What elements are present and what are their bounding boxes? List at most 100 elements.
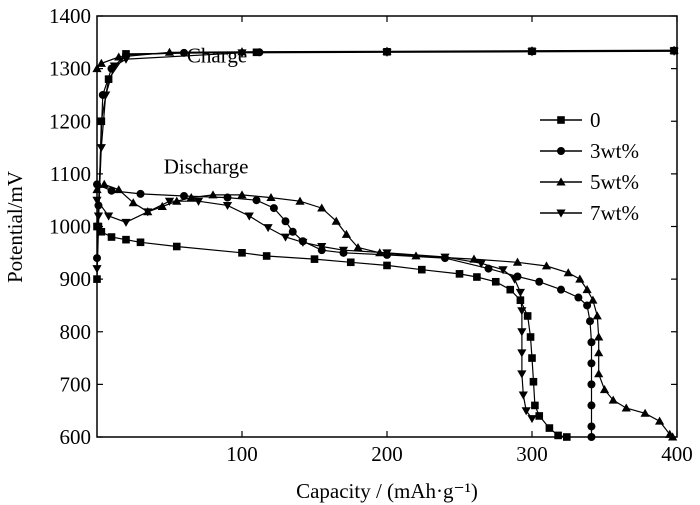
data-point <box>114 185 124 194</box>
data-point <box>418 265 426 274</box>
y-tick-label: 1200 <box>49 109 91 133</box>
data-point <box>535 412 544 420</box>
data-point <box>341 229 351 238</box>
data-point <box>554 431 562 440</box>
data-point <box>96 144 106 153</box>
data-point <box>157 201 167 210</box>
x-tick-label: 300 <box>516 442 548 466</box>
data-point <box>521 407 531 416</box>
y-tick-label: 800 <box>60 320 92 344</box>
data-point <box>269 204 278 213</box>
data-point <box>92 265 102 274</box>
x-axis-label: Capacity / (mAh·g⁻¹) <box>296 479 478 503</box>
data-point <box>541 261 552 270</box>
data-point <box>382 249 392 258</box>
data-point <box>92 196 102 205</box>
legend-label: 3wt% <box>590 139 639 163</box>
data-point <box>469 254 479 263</box>
data-point <box>93 212 104 221</box>
data-point <box>587 338 596 347</box>
data-point <box>164 47 175 56</box>
data-point <box>310 255 319 263</box>
data-point <box>592 311 602 320</box>
data-point <box>180 191 188 200</box>
data-point <box>99 179 109 188</box>
data-point <box>121 218 131 227</box>
data-point <box>594 332 604 341</box>
x-tick-label: 200 <box>371 442 403 466</box>
y-tick-label: 1400 <box>49 4 91 28</box>
data-point <box>455 270 464 278</box>
data-point <box>295 196 305 205</box>
data-point <box>529 377 538 386</box>
data-point <box>244 212 254 221</box>
data-point <box>93 275 101 283</box>
data-point <box>280 233 291 242</box>
data-point <box>545 424 554 432</box>
data-point <box>557 285 565 294</box>
x-tick-label: 100 <box>226 442 258 466</box>
data-point <box>92 64 102 73</box>
data-point <box>93 180 101 189</box>
data-point <box>515 288 525 297</box>
data-point <box>587 359 596 368</box>
data-point <box>331 216 341 225</box>
data-point <box>104 212 114 221</box>
data-point <box>526 333 535 341</box>
series-1 <box>93 46 679 441</box>
data-point <box>594 369 604 378</box>
y-tick-label: 1100 <box>50 162 91 186</box>
data-point <box>353 242 363 251</box>
x-tick-label: 400 <box>661 442 693 466</box>
data-point <box>440 253 450 262</box>
data-point <box>382 48 392 57</box>
data-point <box>193 197 204 206</box>
data-point <box>383 261 391 270</box>
y-tick-label: 700 <box>60 372 92 396</box>
data-point <box>669 47 679 56</box>
legend-marker <box>557 116 565 124</box>
data-point <box>338 246 349 255</box>
data-point <box>518 391 528 400</box>
data-point <box>563 433 571 441</box>
series-layer <box>92 45 679 441</box>
legend-marker <box>556 209 566 218</box>
data-point <box>575 274 585 283</box>
data-point <box>587 422 596 431</box>
y-tick-label: 600 <box>60 425 92 449</box>
data-point <box>510 275 520 284</box>
data-point <box>531 401 539 410</box>
y-tick-label: 1000 <box>49 215 91 239</box>
series-3 <box>92 47 679 424</box>
data-point <box>523 312 532 320</box>
data-point <box>266 192 276 202</box>
data-point <box>97 227 106 236</box>
data-point <box>599 385 610 394</box>
data-point <box>506 285 515 294</box>
data-point <box>252 196 261 205</box>
series-discharge-line <box>96 183 593 437</box>
data-point <box>586 317 594 326</box>
data-point <box>517 328 527 337</box>
data-point <box>517 370 527 379</box>
data-point <box>237 190 247 199</box>
data-point <box>608 395 618 404</box>
data-point <box>587 380 596 389</box>
data-point <box>237 49 247 58</box>
data-point <box>238 249 246 257</box>
series-discharge-line <box>96 183 674 438</box>
data-point <box>222 202 233 211</box>
data-point <box>476 259 486 268</box>
axis-ticks: 100 200 300 400 600 700 800 900 1000 1100 1200 1300… <box>49 4 693 466</box>
legend-marker <box>557 147 565 155</box>
data-point <box>263 224 273 233</box>
data-point <box>582 285 592 294</box>
data-point <box>498 266 508 275</box>
data-point <box>587 401 596 410</box>
data-point <box>298 238 308 247</box>
series-charge-line <box>96 49 675 69</box>
data-point <box>136 238 145 247</box>
data-point <box>535 277 544 286</box>
data-point <box>288 227 297 236</box>
